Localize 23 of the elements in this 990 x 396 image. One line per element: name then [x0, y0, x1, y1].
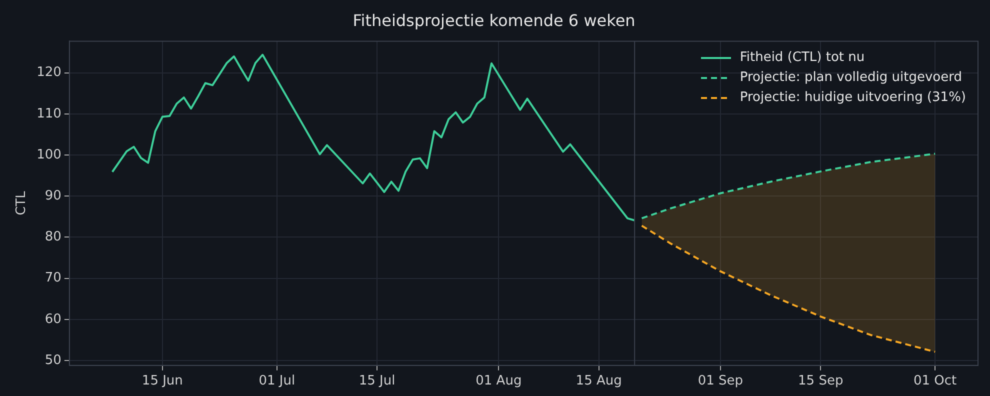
x-tick-label: 15 Jul [358, 374, 396, 389]
x-tick-label: 01 Jul [258, 374, 296, 389]
line-series [640, 152, 936, 220]
x-tick-label: 15 Sep [798, 374, 844, 389]
chart-title: Fitheidsprojectie komende 6 weken [352, 10, 636, 30]
y-tick-label: 90 [44, 188, 62, 204]
y-tick-label: 110 [36, 106, 62, 122]
y-tick-label: 100 [36, 147, 62, 162]
x-tick-label: 01 Sep [698, 374, 744, 389]
y-tick-label: 60 [44, 312, 62, 327]
x-tick-label: 15 Aug [576, 374, 622, 389]
y-tick-label: 50 [44, 352, 62, 368]
legend-label: Projectie: plan volledig uitgevoerd [740, 69, 962, 87]
x-tick-label: 01 Oct [913, 374, 957, 389]
x-tick-label: 01 Aug [476, 374, 522, 389]
y-tick-label: 70 [44, 270, 62, 286]
y-axis-title: CTL [14, 190, 30, 216]
line-series [640, 224, 936, 353]
y-tick-label: 80 [44, 230, 62, 245]
x-tick-label: 15 Jun [142, 374, 183, 389]
y-tick-label: 120 [36, 65, 62, 80]
legend-label: Projectie: huidige uitvoering (31%) [740, 89, 966, 107]
legend-label: Fitheid (CTL) tot nu [740, 49, 865, 67]
